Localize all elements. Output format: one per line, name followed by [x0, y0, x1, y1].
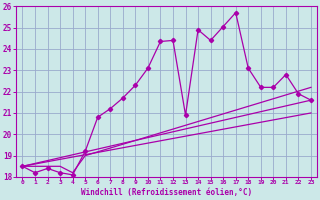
- X-axis label: Windchill (Refroidissement éolien,°C): Windchill (Refroidissement éolien,°C): [81, 188, 252, 197]
